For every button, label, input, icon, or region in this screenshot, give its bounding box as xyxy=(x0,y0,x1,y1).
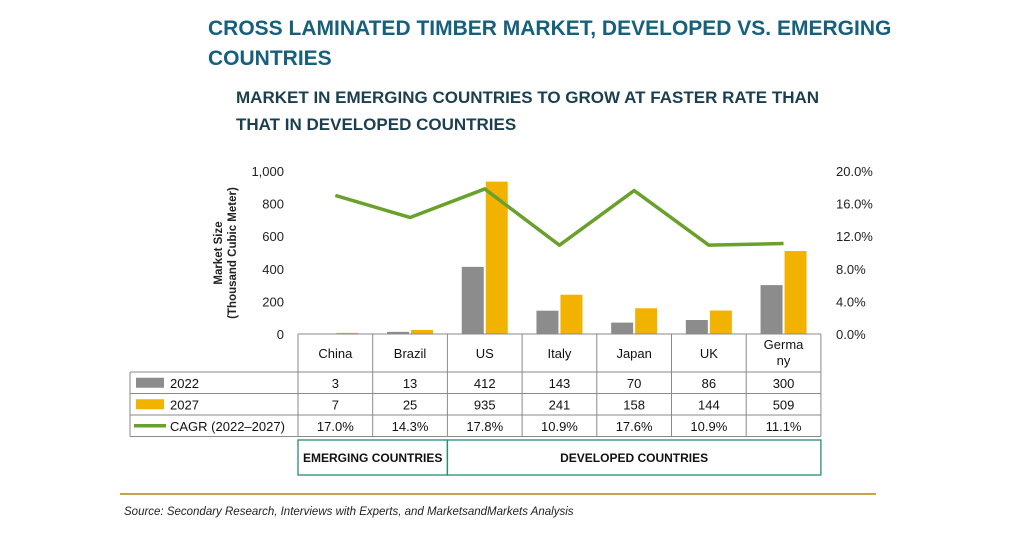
y-axis-label-line2: (Thousand Cubic Meter) xyxy=(227,187,239,319)
bar-2027 xyxy=(635,308,658,334)
bar-2027 xyxy=(560,294,583,334)
group-box xyxy=(446,439,822,476)
table-value: 144 xyxy=(698,397,720,412)
table-value: 300 xyxy=(773,376,795,391)
source-divider xyxy=(120,493,876,495)
bar-2022 xyxy=(685,319,708,334)
table-value: 25 xyxy=(403,397,417,412)
bar-2022 xyxy=(387,331,410,334)
y-tick-label: 1,000 xyxy=(251,164,284,179)
y2-tick-label: 20.0% xyxy=(836,164,873,179)
y2-tick-label: 4.0% xyxy=(836,294,866,309)
category-label: UK xyxy=(700,346,718,361)
y-tick-label: 0 xyxy=(277,327,284,342)
table-value: 14.3% xyxy=(392,419,429,434)
bar-2022 xyxy=(760,285,783,334)
bar-2022 xyxy=(461,266,484,334)
category-label: China xyxy=(318,346,353,361)
chart-title: CROSS LAMINATED TIMBER MARKET, DEVELOPED… xyxy=(208,17,892,70)
chart-subtitle: MARKET IN EMERGING COUNTRIES TO GROW AT … xyxy=(236,88,820,134)
table-value: 7 xyxy=(332,397,339,412)
category-label: Germa xyxy=(764,337,805,352)
y-axis-label-line1: Market Size xyxy=(213,221,225,284)
legend-label: 2022 xyxy=(170,376,199,391)
group-label: EMERGING COUNTRIES xyxy=(303,451,442,465)
bar-2027 xyxy=(784,251,807,334)
table-value: 3 xyxy=(332,376,339,391)
y2-tick-label: 12.0% xyxy=(836,229,873,244)
table-value: 86 xyxy=(702,376,716,391)
y-tick-label: 600 xyxy=(262,229,284,244)
y-tick-label: 800 xyxy=(262,197,284,212)
legend-label: CAGR (2022–2027) xyxy=(170,419,285,434)
y2-tick-label: 16.0% xyxy=(836,197,873,212)
table-value: 11.1% xyxy=(766,419,802,434)
table-value: 10.9% xyxy=(690,419,727,434)
table-value: 17.8% xyxy=(466,419,503,434)
bar-2027 xyxy=(709,310,732,334)
category-label: Japan xyxy=(616,346,651,361)
table-value: 143 xyxy=(549,376,571,391)
table-value: 70 xyxy=(627,376,641,391)
category-label: ny xyxy=(777,353,791,368)
table-value: 935 xyxy=(474,397,496,412)
y2-tick-label: 8.0% xyxy=(836,262,866,277)
table-value: 13 xyxy=(403,376,417,391)
table-value: 509 xyxy=(773,397,795,412)
category-label: Brazil xyxy=(394,346,427,361)
bar-2027 xyxy=(336,332,359,334)
legend-key-2022 xyxy=(136,377,164,388)
legend-key-2027 xyxy=(136,399,164,410)
table-value: 17.0% xyxy=(317,419,354,434)
bar-2022 xyxy=(536,310,559,334)
cagr-line xyxy=(334,187,784,247)
group-label: DEVELOPED COUNTRIES xyxy=(560,451,708,465)
table-value: 17.6% xyxy=(616,419,653,434)
category-label: US xyxy=(476,346,494,361)
legend-label: 2027 xyxy=(170,397,199,412)
table-value: 412 xyxy=(474,376,496,391)
table-value: 241 xyxy=(549,397,571,412)
table-value: 10.9% xyxy=(541,419,578,434)
bar-2027 xyxy=(411,329,434,334)
bar-2022 xyxy=(611,322,634,334)
category-label: Italy xyxy=(548,346,572,361)
y2-tick-label: 0.0% xyxy=(836,327,866,342)
source-note: Source: Secondary Research, Interviews w… xyxy=(124,506,574,518)
bar-2027 xyxy=(485,181,508,334)
table-value: 158 xyxy=(623,397,645,412)
y-tick-label: 200 xyxy=(262,294,284,309)
y-tick-label: 400 xyxy=(262,262,284,277)
